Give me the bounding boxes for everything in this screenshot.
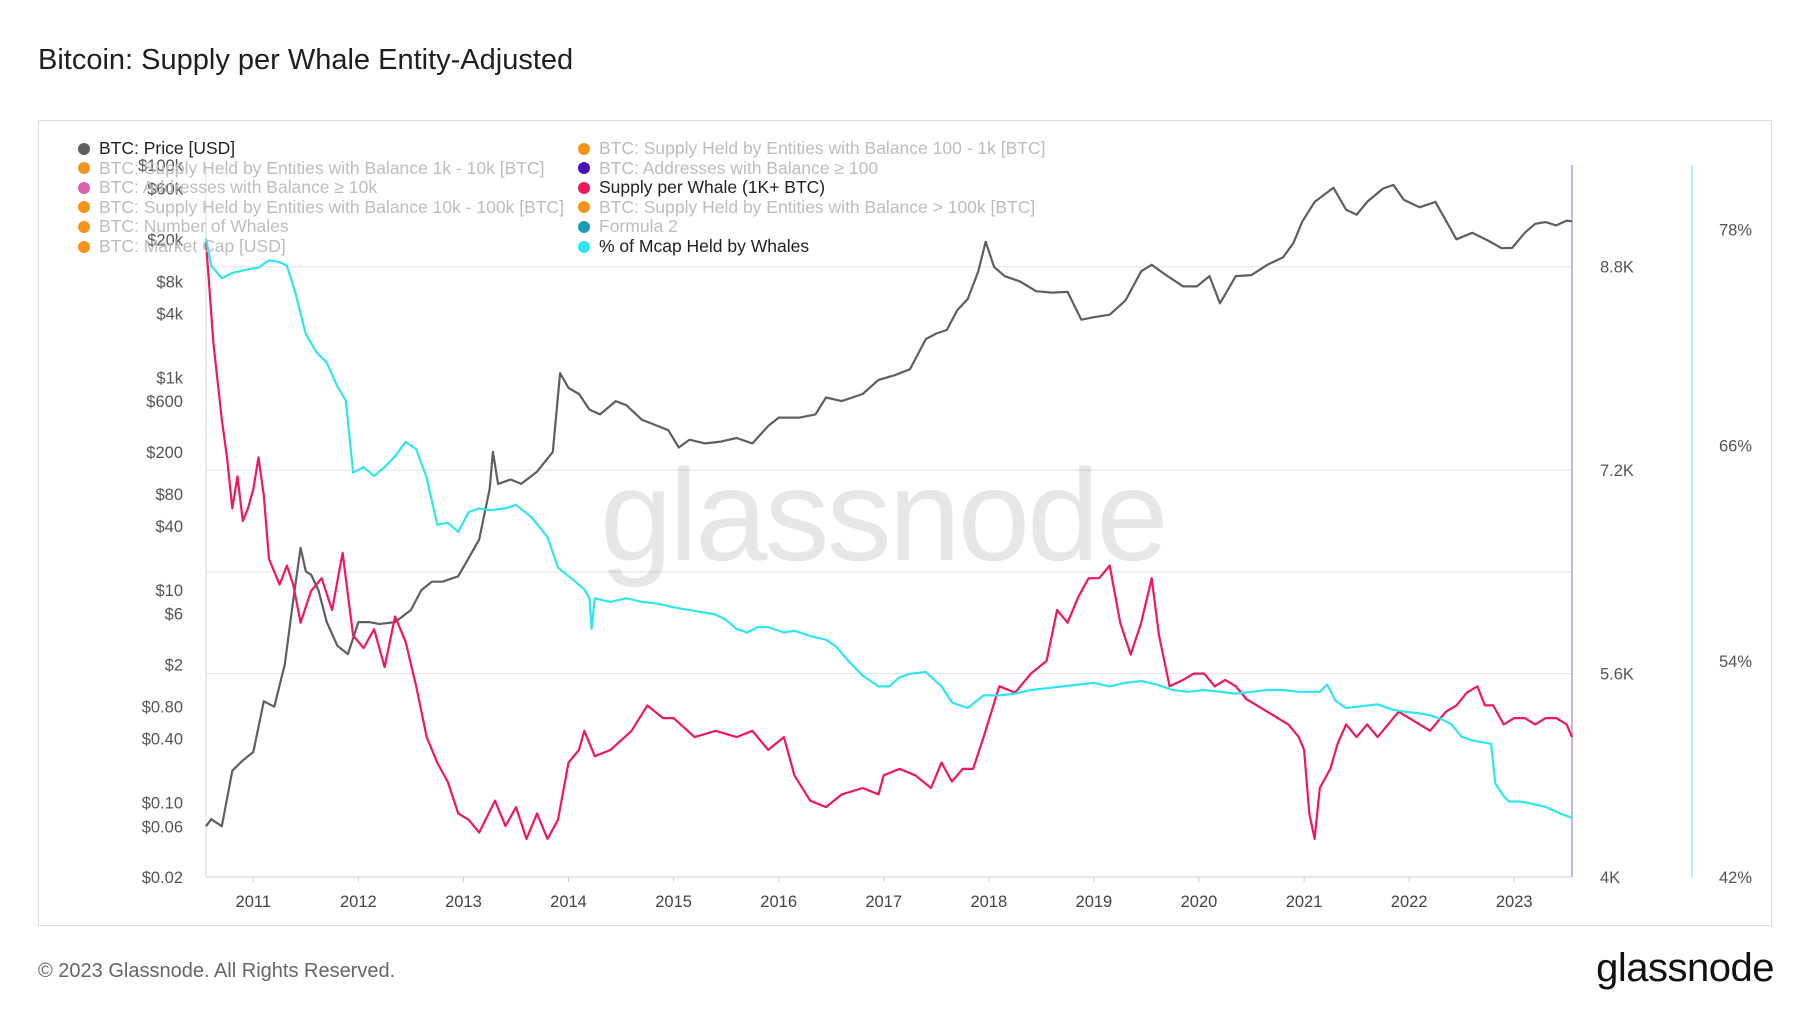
- watermark: glassnode: [600, 442, 1169, 588]
- y-left-tick-label: $1k: [156, 370, 183, 388]
- legend-item[interactable]: Supply per Whale (1K+ BTC): [578, 177, 825, 198]
- series-line-2: [204, 238, 1573, 819]
- x-tick-label: 2012: [340, 893, 377, 911]
- footer-copyright: © 2023 Glassnode. All Rights Reserved.: [38, 960, 396, 982]
- y-right-tick-label: 4K: [1600, 869, 1620, 887]
- y-right-tick-label: 5.6K: [1600, 666, 1634, 684]
- y-right2-tick-label: 54%: [1719, 653, 1752, 671]
- legend-label: BTC: Market Cap [USD]: [99, 236, 286, 256]
- series-line-1: [204, 241, 1574, 840]
- legend-dot-icon: [578, 162, 590, 175]
- x-tick-label: 2020: [1181, 893, 1218, 911]
- legend-label: BTC: Supply Held by Entities with Balanc…: [599, 196, 1036, 217]
- legend-item[interactable]: BTC: Price [USD]: [78, 138, 235, 159]
- y-left-tick-label: $0.06: [142, 818, 183, 836]
- legend-item[interactable]: BTC: Addresses with Balance ≥ 10k: [78, 177, 377, 198]
- y-left-tick-label: $4k: [156, 306, 183, 324]
- legend-label: BTC: Price [USD]: [99, 138, 236, 158]
- legend-label: BTC: Addresses with Balance ≥ 100: [599, 157, 879, 178]
- legend-item[interactable]: BTC: Supply Held by Entities with Balanc…: [78, 158, 544, 179]
- y-right2-tick-label: 78%: [1719, 222, 1752, 240]
- y-right2-tick-label: 42%: [1719, 869, 1752, 887]
- legend-dot-icon: [578, 240, 590, 253]
- legend-dot-icon: [578, 181, 590, 194]
- page-title: Bitcoin: Supply per Whale Entity-Adjuste…: [38, 44, 574, 76]
- x-tick-label: 2019: [1076, 893, 1113, 911]
- chart-panel: [38, 120, 1772, 926]
- legend-label: BTC: Number of Whales: [99, 216, 289, 237]
- legend-label: Supply per Whale (1K+ BTC): [599, 177, 826, 198]
- x-tick-label: 2016: [760, 893, 797, 911]
- y-left-tick-label: $0.10: [142, 795, 183, 813]
- y-left-tick-label: $0.80: [142, 699, 183, 717]
- y-right-tick-label: 8.8K: [1600, 259, 1634, 277]
- legend-label: BTC: Supply Held by Entities with Balanc…: [99, 196, 564, 217]
- legend-dot-icon: [578, 142, 590, 155]
- legend-item[interactable]: BTC: Number of Whales: [78, 216, 289, 237]
- y-left-tick-label: $200: [146, 444, 183, 462]
- x-tick-label: 2018: [970, 893, 1007, 911]
- x-tick-label: 2013: [445, 893, 482, 911]
- y-left-tick-label: $80: [155, 486, 183, 504]
- series-line-0: [205, 183, 1573, 828]
- x-tick-label: 2015: [655, 893, 692, 911]
- legend-item[interactable]: BTC: Market Cap [USD]: [78, 236, 286, 257]
- legend-label: BTC: Supply Held by Entities with Balanc…: [99, 157, 545, 178]
- x-tick-label: 2021: [1286, 893, 1323, 911]
- x-tick-label: 2014: [550, 893, 587, 911]
- y-right2-tick-label: 66%: [1719, 437, 1752, 455]
- y-left-tick-label: $20k: [147, 231, 184, 249]
- axes: $100k $60k $20k $8k $4k $1k $600 $200 $80 $40 $10 $…: [138, 157, 1752, 911]
- legend-label: BTC: Supply Held by Entities with Balanc…: [599, 138, 1046, 158]
- y-left-tick-label: $8k: [156, 274, 183, 292]
- legend-item[interactable]: BTC: Supply Held by Entities with Balanc…: [78, 197, 564, 218]
- y-left-tick-label: $40: [155, 518, 183, 536]
- legend-label: BTC: Addresses with Balance ≥ 10k: [99, 177, 378, 198]
- y-left-tick-label: $10: [155, 582, 183, 600]
- y-left-tick-label: $0.40: [142, 731, 183, 749]
- x-tick-label: 2022: [1391, 893, 1428, 911]
- legend-label: % of Mcap Held by Whales: [599, 236, 810, 256]
- legend-item[interactable]: BTC: Addresses with Balance ≥ 100: [578, 158, 878, 179]
- legend-dot-icon: [78, 220, 90, 233]
- legend-dot-icon: [578, 220, 590, 233]
- legend-dot-icon: [78, 181, 90, 194]
- y-right-tick-label: 7.2K: [1600, 462, 1634, 480]
- x-tick-label: 2017: [865, 893, 902, 911]
- legend-item[interactable]: BTC: Supply Held by Entities with Balanc…: [578, 197, 1035, 218]
- legend-dot-icon: [78, 240, 90, 253]
- y-left-tick-label: $0.02: [142, 869, 183, 887]
- legend-dot-icon: [78, 201, 90, 214]
- y-left-tick-label: $100k: [138, 157, 184, 175]
- y-left-tick-label: $60k: [147, 181, 184, 199]
- legend-dot-icon: [578, 201, 590, 214]
- legend-item[interactable]: % of Mcap Held by Whales: [578, 236, 809, 257]
- legend-label: Formula 2: [599, 216, 678, 237]
- y-left-tick-label: $6: [165, 606, 183, 624]
- legend-item[interactable]: BTC: Supply Held by Entities with Balanc…: [578, 138, 1045, 159]
- footer-logo: glassnode: [1596, 946, 1774, 990]
- x-tick-label: 2023: [1496, 893, 1533, 911]
- legend-dot-icon: [78, 142, 90, 155]
- grid-lines: [206, 266, 1572, 878]
- series-lines: [204, 183, 1574, 840]
- legend-item[interactable]: Formula 2: [578, 216, 678, 237]
- y-left-tick-label: $2: [165, 656, 183, 674]
- legend-dot-icon: [78, 162, 90, 175]
- y-left-tick-label: $600: [146, 393, 183, 411]
- x-tick-label: 2011: [236, 893, 271, 911]
